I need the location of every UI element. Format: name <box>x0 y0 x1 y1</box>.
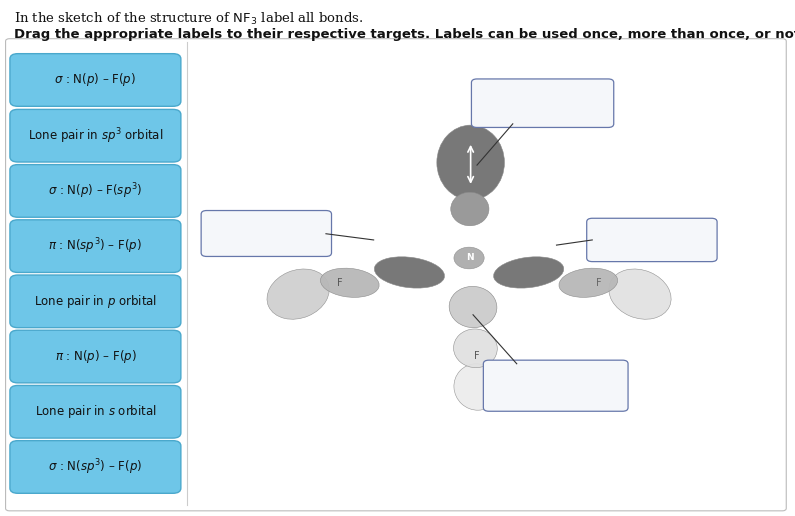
FancyBboxPatch shape <box>10 54 180 106</box>
Ellipse shape <box>436 125 504 200</box>
FancyBboxPatch shape <box>10 385 180 438</box>
Ellipse shape <box>320 268 379 297</box>
Text: $\pi$ : N($sp^3$) – F($p$): $\pi$ : N($sp^3$) – F($p$) <box>48 236 142 256</box>
Text: Lone pair in $sp^3$ orbital: Lone pair in $sp^3$ orbital <box>28 126 163 146</box>
Ellipse shape <box>453 329 498 367</box>
FancyBboxPatch shape <box>6 39 786 511</box>
Ellipse shape <box>454 364 500 410</box>
FancyBboxPatch shape <box>10 220 180 272</box>
FancyBboxPatch shape <box>201 211 332 256</box>
Text: Drag the appropriate labels to their respective targets. Labels can be used once: Drag the appropriate labels to their res… <box>14 28 795 41</box>
FancyBboxPatch shape <box>10 165 180 217</box>
Text: $\sigma$ : N($p$) – F($p$): $\sigma$ : N($p$) – F($p$) <box>54 72 137 88</box>
Ellipse shape <box>374 257 444 288</box>
Text: $\sigma$ : N($sp^3$) – F($p$): $\sigma$ : N($sp^3$) – F($p$) <box>48 457 142 477</box>
Text: $\pi$ : N($p$) – F($p$): $\pi$ : N($p$) – F($p$) <box>55 348 136 365</box>
Text: Lone pair in $s$ orbital: Lone pair in $s$ orbital <box>34 404 157 420</box>
Ellipse shape <box>494 257 564 288</box>
Ellipse shape <box>454 247 484 269</box>
FancyBboxPatch shape <box>10 441 180 493</box>
Ellipse shape <box>609 269 671 319</box>
FancyBboxPatch shape <box>471 79 614 127</box>
Text: F: F <box>474 351 480 361</box>
Text: N: N <box>466 253 474 263</box>
Ellipse shape <box>559 268 618 297</box>
FancyBboxPatch shape <box>587 218 717 262</box>
FancyBboxPatch shape <box>10 275 180 328</box>
FancyBboxPatch shape <box>10 330 180 383</box>
Text: In the sketch of the structure of $\mathrm{NF}_3$ label all bonds.: In the sketch of the structure of $\math… <box>14 11 364 27</box>
Ellipse shape <box>449 286 497 328</box>
Ellipse shape <box>451 192 489 226</box>
FancyBboxPatch shape <box>10 109 180 162</box>
Text: F: F <box>595 278 602 288</box>
Ellipse shape <box>267 269 329 319</box>
FancyBboxPatch shape <box>483 360 628 411</box>
Text: $\sigma$ : N($p$) – F($sp^3$): $\sigma$ : N($p$) – F($sp^3$) <box>48 181 142 201</box>
Text: F: F <box>336 278 343 288</box>
Text: Lone pair in $p$ orbital: Lone pair in $p$ orbital <box>34 293 157 310</box>
